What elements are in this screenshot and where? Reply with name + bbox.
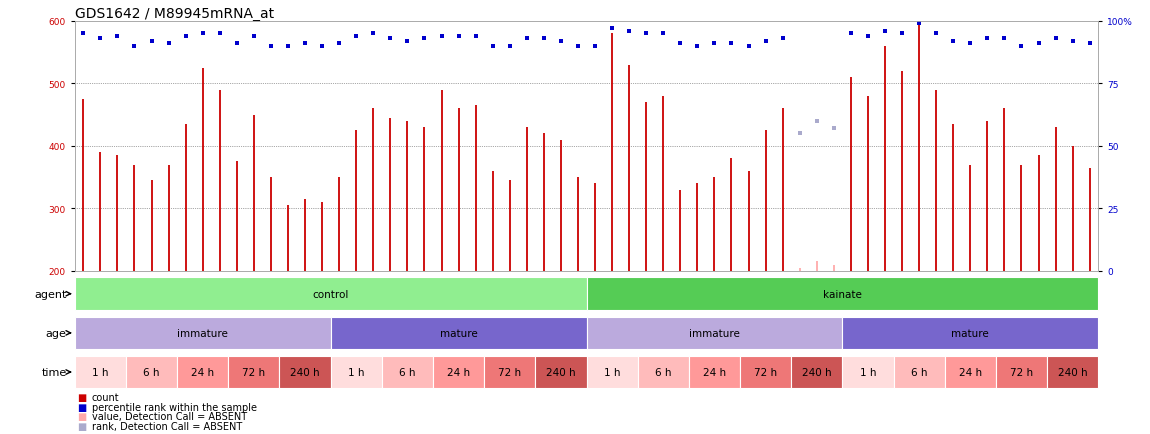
Text: 6 h: 6 h [399, 367, 415, 377]
Text: agent: agent [34, 289, 67, 299]
Bar [75, 356, 126, 388]
Bar [842, 356, 894, 388]
Bar [75, 317, 331, 349]
Text: 1 h: 1 h [860, 367, 876, 377]
Bar [126, 356, 177, 388]
Text: 240 h: 240 h [290, 367, 320, 377]
Text: 240 h: 240 h [802, 367, 831, 377]
Text: 72 h: 72 h [754, 367, 777, 377]
Bar [279, 356, 331, 388]
Bar [945, 356, 996, 388]
Bar [331, 356, 382, 388]
Text: 24 h: 24 h [447, 367, 470, 377]
Bar [996, 356, 1048, 388]
Bar [741, 356, 791, 388]
Bar [791, 356, 842, 388]
Bar [536, 356, 586, 388]
Bar [689, 356, 741, 388]
Text: 24 h: 24 h [191, 367, 214, 377]
Text: 24 h: 24 h [959, 367, 982, 377]
Text: ■: ■ [77, 402, 86, 411]
Bar [638, 356, 689, 388]
Text: percentile rank within the sample: percentile rank within the sample [92, 402, 256, 411]
Bar [75, 278, 586, 310]
Text: ■: ■ [77, 411, 86, 421]
Bar [177, 356, 229, 388]
Bar [434, 356, 484, 388]
Text: 1 h: 1 h [348, 367, 365, 377]
Bar [1048, 356, 1098, 388]
Text: 1 h: 1 h [92, 367, 108, 377]
Text: ■: ■ [77, 392, 86, 402]
Text: GDS1642 / M89945mRNA_at: GDS1642 / M89945mRNA_at [75, 7, 274, 21]
Bar [228, 356, 279, 388]
Text: 6 h: 6 h [144, 367, 160, 377]
Text: 72 h: 72 h [498, 367, 521, 377]
Bar [484, 356, 535, 388]
Text: kainate: kainate [823, 289, 861, 299]
Text: count: count [92, 392, 120, 402]
Text: control: control [313, 289, 348, 299]
Bar [331, 317, 586, 349]
Text: ■: ■ [77, 421, 86, 431]
Text: rank, Detection Call = ABSENT: rank, Detection Call = ABSENT [92, 421, 243, 431]
Text: 72 h: 72 h [1010, 367, 1033, 377]
Text: age: age [46, 328, 67, 338]
Text: 240 h: 240 h [1058, 367, 1088, 377]
Text: 72 h: 72 h [243, 367, 266, 377]
Bar [382, 356, 432, 388]
Bar [586, 317, 842, 349]
Text: time: time [41, 367, 67, 377]
Text: mature: mature [439, 328, 477, 338]
Bar [586, 356, 637, 388]
Text: immature: immature [177, 328, 228, 338]
Text: mature: mature [951, 328, 989, 338]
Bar [842, 317, 1098, 349]
Text: 1 h: 1 h [604, 367, 620, 377]
Text: 6 h: 6 h [656, 367, 672, 377]
Bar [894, 356, 945, 388]
Text: value, Detection Call = ABSENT: value, Detection Call = ABSENT [92, 411, 247, 421]
Text: immature: immature [689, 328, 739, 338]
Text: 6 h: 6 h [911, 367, 927, 377]
Text: 240 h: 240 h [546, 367, 576, 377]
Bar [586, 278, 1098, 310]
Text: 24 h: 24 h [703, 367, 726, 377]
